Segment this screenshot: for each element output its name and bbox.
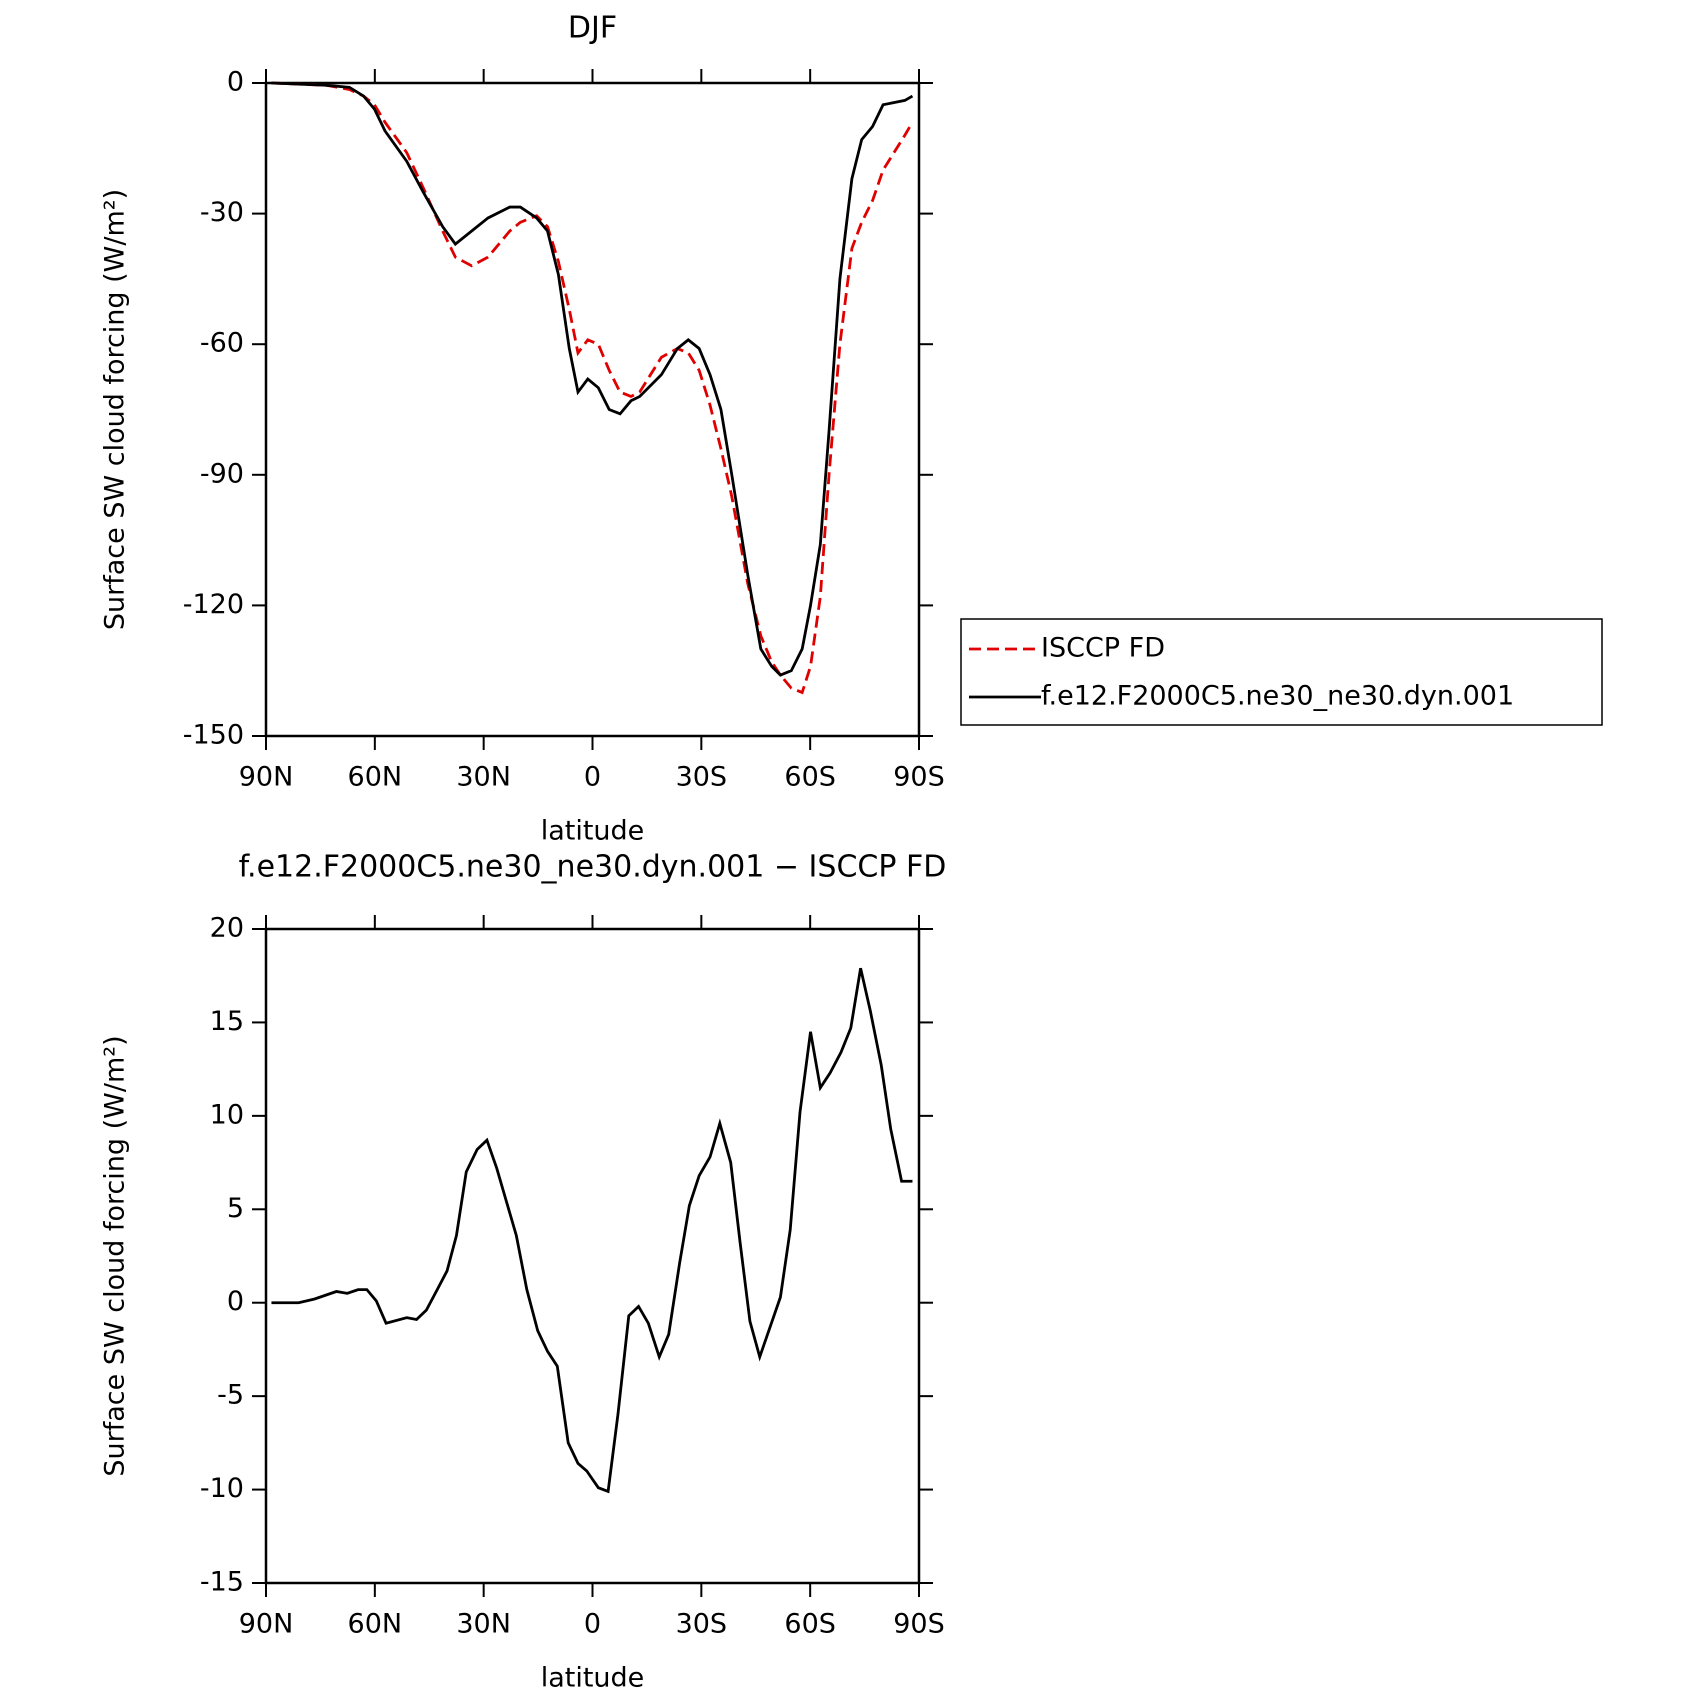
x-tick-label: 30N <box>456 762 511 793</box>
chart-title: f.e12.F2000C5.ne30_ne30.dyn.001 − ISCCP … <box>239 850 947 885</box>
y-tick-label: 0 <box>227 1286 244 1317</box>
y-tick-label: -90 <box>200 458 244 489</box>
x-tick-label: 0 <box>584 762 601 793</box>
y-tick-label: -150 <box>183 720 244 751</box>
legend-box <box>960 618 1603 726</box>
y-tick-label: 15 <box>210 1006 244 1037</box>
x-tick-label: 30S <box>676 1609 728 1640</box>
x-axis-label: latitude <box>541 1663 645 1692</box>
chart-title: DJF <box>568 11 617 46</box>
legend-label: f.e12.F2000C5.ne30_ne30.dyn.001 <box>1041 681 1514 712</box>
y-tick-label: -15 <box>200 1567 244 1598</box>
y-tick-label: -5 <box>217 1380 244 1411</box>
x-tick-label: 90S <box>893 762 945 793</box>
series-line <box>271 81 914 677</box>
x-tick-label: 90S <box>893 1609 945 1640</box>
y-tick-label: 10 <box>210 1099 244 1130</box>
plot-frame <box>264 81 921 738</box>
y-tick-label: -10 <box>200 1473 244 1504</box>
y-tick-label: -120 <box>183 589 244 620</box>
x-tick-label: 30S <box>676 762 728 793</box>
plot-frame <box>264 927 921 1585</box>
x-tick-label: 90N <box>239 1609 294 1640</box>
y-tick-label: -30 <box>200 197 244 228</box>
y-tick-label: -60 <box>200 328 244 359</box>
y-axis-label: Surface SW cloud forcing (W/m²) <box>100 189 131 630</box>
x-tick-label: 90N <box>239 762 294 793</box>
x-tick-label: 60S <box>784 1609 836 1640</box>
y-axis-label: Surface SW cloud forcing (W/m²) <box>100 1035 131 1476</box>
x-tick-label: 60S <box>784 762 836 793</box>
y-tick-label: 20 <box>210 913 244 944</box>
series-line <box>271 81 914 695</box>
y-tick-label: 0 <box>227 67 244 98</box>
legend-label: ISCCP FD <box>1041 633 1165 664</box>
x-tick-label: 60N <box>348 1609 403 1640</box>
x-tick-label: 30N <box>456 1609 511 1640</box>
series-line <box>271 967 913 1494</box>
y-tick-label: 5 <box>227 1193 244 1224</box>
x-tick-label: 0 <box>584 1609 601 1640</box>
x-tick-label: 60N <box>348 762 403 793</box>
x-axis-label: latitude <box>541 816 645 847</box>
